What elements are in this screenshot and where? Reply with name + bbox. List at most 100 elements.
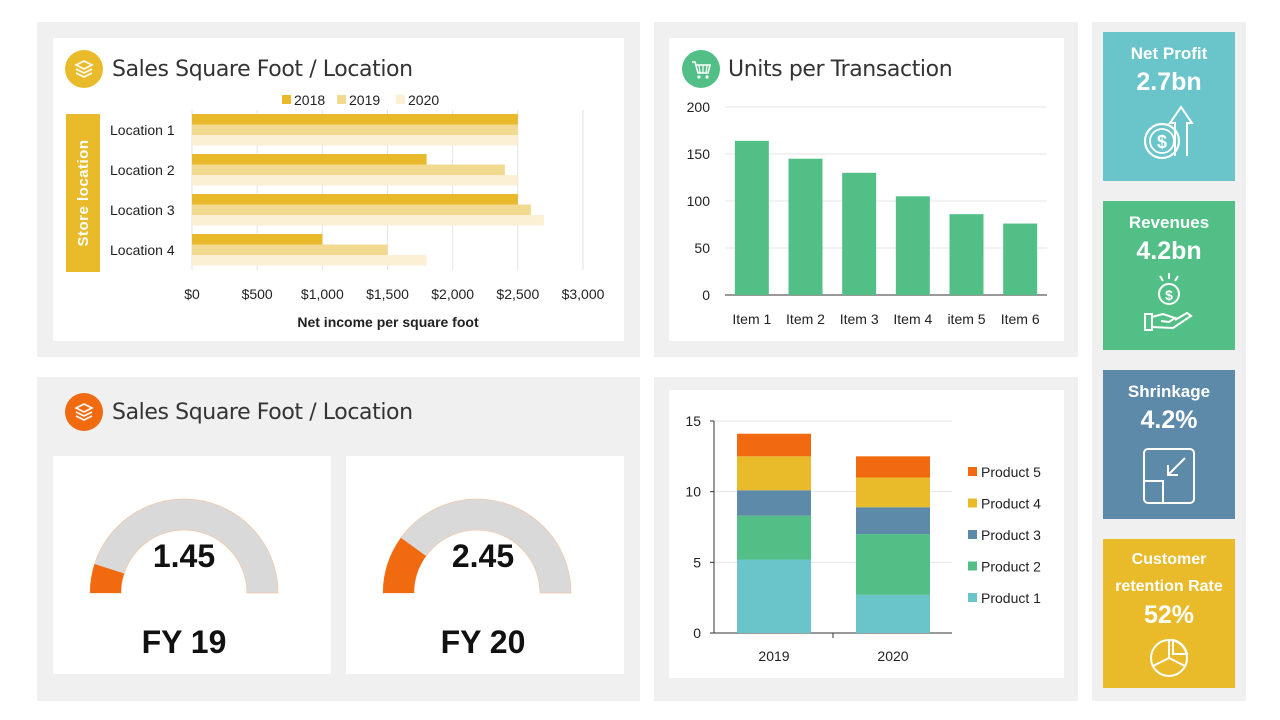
legend-swatch: [968, 467, 977, 476]
units-title: Units per Transaction: [728, 57, 953, 82]
y-axis-title-band: [66, 114, 100, 272]
category-label: item 5: [947, 311, 985, 327]
bar: [192, 255, 427, 266]
layers-icon: [65, 393, 103, 431]
y-tick-label: 0: [693, 625, 701, 641]
sales-title: Sales Square Foot / Location: [112, 57, 413, 82]
category-label: Location 2: [110, 162, 175, 178]
gauge-fy20: [382, 498, 572, 594]
kpi-label: Customer retention Rate: [1115, 551, 1223, 595]
bar: [949, 214, 984, 295]
stack-segment: [856, 507, 930, 535]
kpi-retention: Customer retention Rate 52%: [1103, 539, 1235, 688]
hand-dollar-icon: $: [1144, 273, 1193, 331]
legend-swatch: [968, 593, 977, 602]
bar: [192, 204, 531, 215]
kpi-label: Shrinkage: [1127, 382, 1211, 401]
y-tick-label: 10: [685, 484, 701, 500]
y-tick-label: 100: [687, 193, 711, 209]
gauge-track: [382, 498, 572, 594]
category-label: Item 1: [732, 311, 771, 327]
kpi-revenues: Revenues 4.2bn $: [1103, 201, 1235, 350]
category-label: 2020: [877, 648, 908, 664]
bar: [192, 215, 544, 226]
bar: [192, 124, 518, 135]
stack-segment: [737, 515, 811, 560]
category-label: Location 3: [110, 202, 175, 218]
stack-segment: [856, 477, 930, 508]
legend-label: Product 2: [981, 559, 1041, 575]
legend-label: 2019: [349, 92, 380, 108]
bar: [1003, 223, 1038, 295]
gauge-fill: [383, 537, 427, 593]
bar: [842, 172, 877, 295]
bar: [192, 175, 518, 186]
gauge-fy19: [89, 498, 279, 594]
gauge-value-fy20: 2.45: [451, 538, 515, 574]
x-tick-label: $1,000: [301, 286, 344, 302]
gauge-fill: [90, 563, 125, 593]
pie-chart-icon: [1150, 638, 1189, 677]
category-label: Item 3: [840, 311, 879, 327]
x-tick-label: $3,000: [562, 286, 605, 302]
bar: [734, 140, 769, 295]
legend-label: Product 3: [981, 527, 1041, 543]
y-tick-label: 5: [693, 554, 701, 570]
stack-segment: [737, 456, 811, 491]
kpi-value: 4.2bn: [1136, 237, 1202, 265]
x-tick-label: $1,500: [366, 286, 409, 302]
gauge-label-fy19: FY 19: [141, 624, 227, 660]
bar: [192, 194, 518, 205]
svg-text:$: $: [1165, 287, 1173, 303]
legend-swatch: [968, 498, 977, 508]
legend-swatch: [396, 95, 405, 104]
legend-label: 2018: [294, 92, 325, 108]
kpi-value: 2.7bn: [1136, 68, 1202, 96]
category-label: Location 4: [110, 242, 175, 258]
legend-label: 2020: [408, 92, 439, 108]
legend-swatch: [968, 561, 977, 571]
x-axis-title: Net income per square foot: [297, 314, 479, 330]
units-bar-chart: 0 50 100 150 200 Item 1 Item 2 Item 3 Item 4 item…: [687, 99, 1047, 327]
legend-swatch: [968, 530, 977, 539]
shopping-cart-icon: [682, 50, 720, 88]
category-label: Location 1: [110, 122, 175, 138]
bar: [192, 244, 388, 255]
x-tick-label: $500: [242, 286, 273, 302]
y-tick-label: 150: [687, 146, 711, 162]
gauge-label-fy20: FY 20: [440, 624, 526, 660]
y-tick-label: 0: [702, 287, 710, 303]
stack-segment: [856, 594, 930, 633]
stack-segment: [737, 490, 811, 516]
y-tick-label: 15: [685, 413, 701, 429]
kpi-net-profit: Net Profit 2.7bn $: [1103, 32, 1235, 181]
kpi-label: Net Profit: [1130, 44, 1208, 63]
kpi-label: Revenues: [1128, 213, 1210, 232]
sales-bar-chart: $0 $500 $1,000 $1,500 $2,000 $2,500 $3,000 2018…: [66, 92, 605, 330]
kpi-value: 52%: [1143, 601, 1195, 629]
layers-icon: [65, 50, 103, 88]
bar: [192, 135, 518, 146]
products-stacked-chart: 0 5 10 15 2019 2020 Product 5 Product 4 Product …: [685, 413, 1041, 664]
category-label: 2019: [758, 648, 789, 664]
legend-label: Product 4: [981, 496, 1041, 512]
dollar-coin-up-arrow-icon: $: [1143, 105, 1194, 160]
legend-label: Product 1: [981, 590, 1041, 606]
stack-segment: [737, 433, 811, 457]
category-label: Item 4: [893, 311, 932, 327]
gauge-track: [89, 498, 279, 594]
gauge-title: Sales Square Foot / Location: [112, 400, 413, 425]
bar: [788, 158, 823, 295]
gauge-value-fy19: 1.45: [152, 538, 216, 574]
x-tick-label: $2,500: [496, 286, 539, 302]
y-tick-label: 200: [687, 99, 711, 115]
bar: [192, 234, 323, 245]
legend-swatch: [337, 95, 346, 104]
category-label: Item 2: [786, 311, 825, 327]
y-axis-title: Store location: [75, 139, 92, 246]
stack-segment: [856, 534, 930, 595]
stack-segment: [737, 559, 811, 633]
bar: [192, 164, 505, 175]
svg-text:$: $: [1157, 132, 1167, 152]
shrink-arrow-icon: [1143, 448, 1195, 504]
